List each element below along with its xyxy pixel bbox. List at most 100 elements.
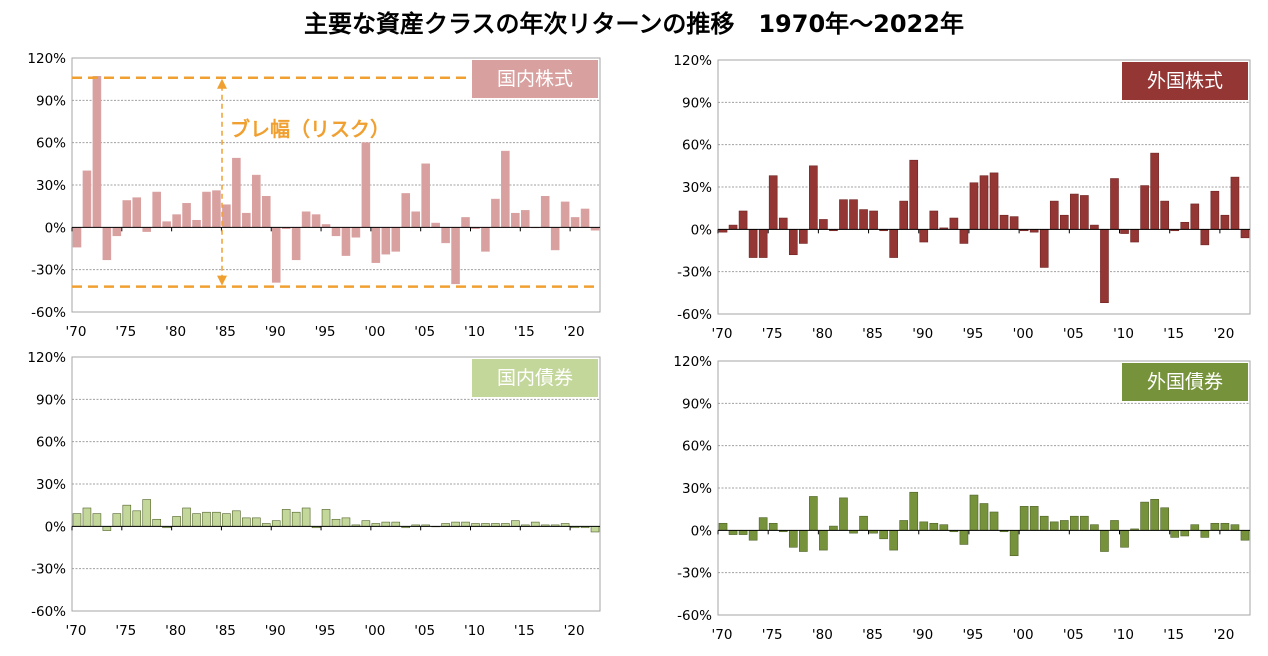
series-label-box (1122, 363, 1248, 401)
bar-2021 (1230, 176, 1240, 230)
bar-2015 (1170, 530, 1180, 538)
chart-panel-1: 120% 90% 60% 30% 0% -30% -60%'70 '75 '80 '85 '90 '9… (27, 51, 601, 340)
y-tick-label: -30% (31, 562, 66, 578)
bar-1973 (748, 229, 758, 258)
bar-2016 (1180, 221, 1190, 230)
bar-1999 (1009, 530, 1019, 557)
bar-1994 (959, 229, 969, 244)
bar-2018 (1200, 530, 1210, 538)
y-tick-label: 120% (673, 53, 712, 69)
bar-1973 (102, 526, 112, 531)
x-tick-label: '10 (1113, 326, 1134, 342)
x-tick-label: '70 (712, 627, 733, 643)
x-tick-label: '75 (762, 326, 783, 342)
bar-2019 (560, 201, 570, 228)
bar-2022 (1240, 229, 1250, 239)
bar-1975 (122, 200, 132, 228)
bar-2002 (391, 227, 401, 252)
x-tick-label: '95 (315, 324, 336, 340)
x-tick-label: '05 (1063, 627, 1084, 643)
bar-1995 (969, 494, 979, 531)
bar-1975 (122, 504, 132, 527)
series-label-box (472, 60, 598, 98)
bar-1990 (271, 227, 281, 283)
x-tick-label: '20 (1213, 627, 1234, 643)
bar-1996 (979, 175, 989, 230)
bar-2014 (511, 212, 520, 228)
bar-2001 (381, 227, 391, 255)
bar-1976 (132, 197, 142, 228)
bar-2008 (451, 521, 460, 527)
bar-1978 (152, 191, 161, 228)
bar-1989 (261, 195, 271, 228)
bar-1971 (82, 507, 92, 527)
x-tick-label: '85 (215, 324, 236, 340)
y-tick-label: -60% (31, 604, 66, 620)
bar-1982 (192, 513, 201, 527)
y-tick-label: 60% (36, 136, 66, 152)
series-label: 外国株式 (1147, 70, 1223, 92)
bar-1982 (839, 497, 848, 531)
x-tick-label: '85 (862, 326, 883, 342)
bar-2009 (1110, 520, 1119, 531)
bar-1999 (361, 142, 371, 228)
bar-2020 (570, 217, 580, 228)
bar-1974 (112, 227, 122, 237)
y-tick-label: 90% (36, 93, 66, 109)
bar-2000 (1019, 506, 1029, 531)
bar-2020 (1220, 214, 1230, 230)
bar-1993 (301, 507, 311, 527)
bar-1974 (112, 513, 122, 527)
bar-2006 (1080, 195, 1089, 230)
x-tick-label: '20 (564, 324, 585, 340)
bar-1988 (252, 174, 261, 228)
bar-1987 (242, 212, 251, 228)
bar-1985 (869, 210, 878, 230)
bar-1973 (748, 530, 758, 541)
y-tick-label: 0% (45, 519, 67, 535)
bar-2003 (1049, 200, 1059, 230)
bar-1990 (919, 229, 929, 243)
y-tick-label: 120% (27, 350, 66, 366)
y-tick-label: 120% (27, 51, 66, 67)
bar-1996 (331, 227, 341, 237)
bar-2006 (431, 222, 440, 228)
bar-2006 (1080, 515, 1089, 531)
bar-1970 (718, 522, 728, 531)
bar-1983 (202, 511, 211, 527)
bar-2022 (590, 526, 600, 533)
bar-2013 (501, 150, 510, 228)
bar-1992 (291, 511, 301, 527)
x-tick-label: '75 (762, 627, 783, 643)
y-tick-label: -30% (31, 263, 66, 279)
bar-1996 (331, 518, 341, 527)
bar-1971 (728, 224, 738, 230)
x-tick-label: '00 (364, 324, 385, 340)
y-tick-label: 0% (691, 222, 713, 238)
bar-1991 (281, 509, 291, 527)
x-tick-label: '15 (1163, 326, 1184, 342)
bar-1972 (738, 530, 748, 535)
series-label: 国内株式 (497, 68, 573, 90)
bar-1982 (192, 219, 201, 228)
x-tick-label: '90 (265, 324, 286, 340)
bar-1991 (929, 522, 939, 531)
series-label-box (1122, 62, 1248, 100)
x-tick-label: '00 (1013, 627, 1034, 643)
x-tick-label: '10 (464, 324, 485, 340)
bar-2017 (1190, 524, 1200, 531)
bar-2016 (530, 521, 540, 527)
bar-2018 (1200, 229, 1210, 246)
y-tick-label: -60% (31, 305, 66, 321)
bar-1989 (909, 159, 919, 230)
bar-1988 (899, 520, 909, 531)
bar-1984 (212, 190, 221, 228)
x-tick-label: '90 (912, 326, 933, 342)
bar-1992 (291, 227, 301, 261)
y-tick-label: 60% (682, 439, 712, 455)
bar-1980 (819, 219, 828, 230)
bar-2019 (1210, 190, 1220, 230)
bar-1988 (899, 200, 909, 230)
bar-1979 (809, 496, 818, 531)
y-tick-label: 90% (36, 392, 66, 408)
